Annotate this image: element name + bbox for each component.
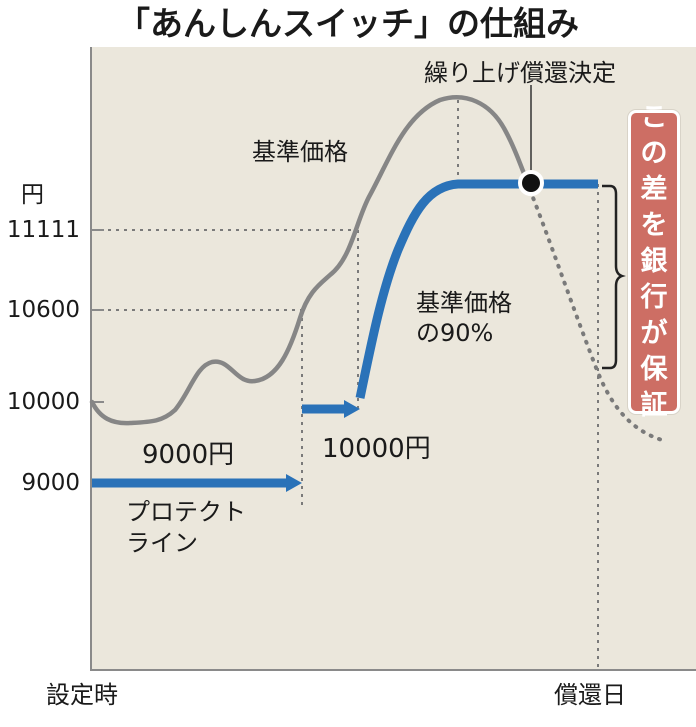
protect-10000-label: 10000円 — [322, 434, 431, 464]
y-tick-10600: 10600 — [6, 297, 80, 323]
protect-line-90pct — [355, 179, 598, 399]
y-tick-9000: 9000 — [21, 470, 80, 496]
chart-title: 「あんしんスイッチ」の仕組み — [117, 4, 579, 43]
x-start-label: 設定時 — [46, 681, 118, 709]
redemption-point-icon — [518, 170, 544, 196]
protect-line-label-1: プロテクト — [126, 498, 246, 526]
badge-char: 証 — [640, 390, 668, 421]
y-axis-unit: 円 — [21, 182, 44, 208]
protect-line-10000 — [302, 400, 360, 418]
badge-char: 銀 — [640, 246, 668, 277]
badge-char: 差 — [640, 174, 668, 205]
y-tick-10000: 10000 — [6, 389, 80, 415]
badge-char: 保 — [640, 354, 668, 385]
early-redemption-label: 繰り上げ償還決定 — [424, 59, 616, 87]
y-ticks — [92, 229, 104, 403]
badge-char: の — [640, 138, 668, 169]
badge-char: を — [640, 210, 668, 241]
badge-char: こ — [640, 102, 668, 133]
curly-brace-icon — [602, 184, 626, 370]
y-tick-11111: 11111 — [6, 217, 80, 243]
badge-char: 行 — [640, 282, 668, 313]
protect-line-9000 — [92, 474, 302, 492]
protect-9000-label: 9000円 — [142, 440, 235, 470]
x-end-label: 償還日 — [554, 681, 626, 709]
base-price-label: 基準価格 — [252, 138, 348, 166]
base-price-projection — [528, 188, 664, 442]
protect-line-label-2: ライン — [126, 529, 198, 557]
guarantee-badge: こ の 差 を 銀 行 が 保 証 — [628, 102, 680, 421]
base-price-curve — [89, 95, 531, 426]
ninety-pct-label-line2: の90% — [416, 319, 494, 347]
badge-char: が — [640, 318, 668, 349]
ninety-pct-label-line1: 基準価格 — [416, 289, 512, 317]
